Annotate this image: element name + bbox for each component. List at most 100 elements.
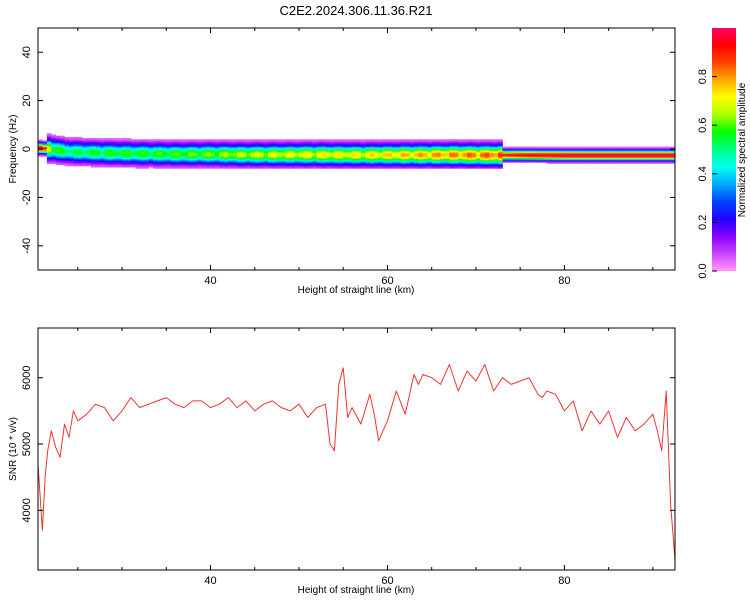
spectrogram-cell <box>621 152 627 155</box>
spectrogram-cell <box>329 149 335 151</box>
spectrogram-cell <box>91 163 96 166</box>
spectrogram-cell <box>64 146 70 149</box>
spectrogram-cell <box>157 162 163 164</box>
spectrogram-cell <box>130 146 136 149</box>
spectrogram-cell <box>431 151 437 154</box>
spectrogram-cell <box>73 145 79 147</box>
spectrogram-cell <box>223 152 229 155</box>
spectrogram-cell <box>86 152 92 155</box>
spectrogram-cell <box>444 156 450 158</box>
spectrogram-cell <box>157 159 163 162</box>
spectrogram-cell <box>42 145 48 147</box>
spectrogram-cell <box>559 156 565 158</box>
spectrogram-cell <box>38 146 43 149</box>
spectrogram-cell <box>599 162 605 164</box>
spectrogram-cell <box>126 138 132 140</box>
spectrogram-cell <box>188 145 194 147</box>
spectrogram-cell <box>183 151 189 154</box>
spectrogram-cell <box>360 144 366 146</box>
spectrogram-cell <box>383 155 388 157</box>
spectrogram-cell <box>555 156 561 158</box>
spectrogram-cell <box>303 157 309 160</box>
spectrogram-cell <box>546 159 552 162</box>
spectrogram-cell <box>418 161 424 163</box>
spectrogram-cell <box>281 164 287 167</box>
snr-x-tick-label: 40 <box>204 575 216 587</box>
spectrogram-cell <box>175 147 180 150</box>
spectrogram-cell <box>644 162 649 164</box>
spectrogram-cell <box>440 156 446 158</box>
spectrogram-cell <box>148 162 154 164</box>
spectrogram-cell <box>157 152 163 155</box>
spectrogram-cell <box>409 156 415 158</box>
spectrogram-cell <box>148 159 154 162</box>
spectrogram-cell <box>166 153 172 156</box>
spectrogram-cell <box>237 139 242 141</box>
spectrogram-cell <box>312 153 318 156</box>
spectrogram-cell <box>467 142 472 145</box>
spectrogram-cell <box>608 162 614 164</box>
spectrogram-cell <box>462 151 468 154</box>
spectrogram-cell <box>338 165 344 168</box>
spectrogram-cell <box>113 156 119 158</box>
spectrogram-cell <box>520 155 525 157</box>
spectrogram-cell <box>405 141 410 144</box>
spectrogram-cell <box>294 144 300 146</box>
spectrogram-cell <box>480 162 486 164</box>
spectrogram-cell <box>520 152 525 155</box>
spectrogram-cell <box>73 153 79 156</box>
spectrogram-cell <box>272 144 278 146</box>
spectrogram-cell <box>551 162 556 164</box>
spectrogram-cell <box>338 142 344 145</box>
spectrogram-cell <box>414 161 419 163</box>
spectrogram-cell <box>467 150 472 152</box>
spectrogram-cell <box>206 156 211 158</box>
spectrogram-cell <box>117 159 123 162</box>
spectrogram-cell <box>360 162 366 164</box>
spectrogram-cell <box>51 161 57 163</box>
spectrogram-cell <box>374 162 380 164</box>
spectrogram-cell <box>405 140 410 143</box>
spectrogram-cell <box>55 152 61 155</box>
spectrogram-cell <box>537 155 543 157</box>
spectrogram-cell <box>307 153 313 156</box>
spectrogram-cell <box>223 167 229 169</box>
spectrogram-cell <box>462 162 468 164</box>
spectrogram-cell <box>325 151 331 154</box>
spectrogram-cell <box>321 167 326 169</box>
spectrogram-cell <box>436 149 441 151</box>
spectrogram-cell <box>157 157 163 160</box>
spectrogram-cell <box>183 141 189 144</box>
spectrogram-cell <box>427 140 433 143</box>
spectrogram-cell <box>153 140 158 143</box>
spectrogram-cell <box>422 158 428 161</box>
spectrogram-cell <box>644 150 649 152</box>
spectrogram-cell <box>595 156 601 158</box>
spectrogram-cell <box>214 158 220 161</box>
spectrogram-cell <box>502 147 508 150</box>
spectrogram-cell <box>595 161 601 163</box>
spectrogram-cell <box>480 151 486 154</box>
snr-frame <box>37 327 676 571</box>
spectrogram-cell <box>582 161 587 163</box>
spectrogram-cell <box>232 161 238 163</box>
spectrogram-cell <box>524 157 530 160</box>
spectrogram-cell <box>409 146 415 149</box>
spectrogram-cell <box>471 146 477 149</box>
spectrogram-cell <box>414 141 419 144</box>
spectrogram-cell <box>546 157 552 160</box>
spectrogram-cell <box>135 151 141 154</box>
spectrogram-cell <box>77 153 83 156</box>
spectrogram-cell <box>498 152 503 155</box>
spectrogram-cell <box>648 149 654 151</box>
spectrogram-cell <box>268 145 273 147</box>
spectrogram-cell <box>64 155 70 157</box>
spectrogram-cell <box>356 144 362 146</box>
spectrogram-cell <box>86 139 92 141</box>
colorbar-ticks: 0.00.20.40.60.8 <box>697 69 717 279</box>
spectrogram-cell <box>290 140 295 143</box>
spectrogram-cell <box>467 152 472 155</box>
spectrogram-cell <box>400 156 406 158</box>
spectrogram-cell <box>95 147 101 150</box>
spectrogram-cell <box>449 145 455 147</box>
